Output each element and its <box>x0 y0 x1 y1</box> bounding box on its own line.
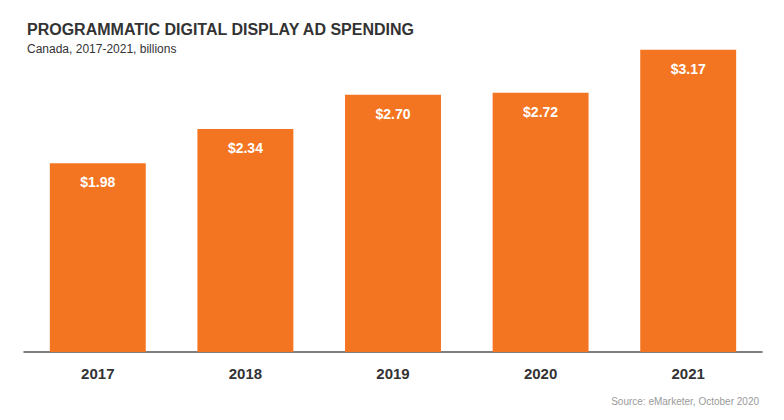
svg-text:Source: eMarketer, October 202: Source: eMarketer, October 2020 <box>611 396 759 407</box>
svg-text:2017: 2017 <box>81 365 114 382</box>
svg-text:Canada, 2017-2021, billions: Canada, 2017-2021, billions <box>27 42 176 56</box>
svg-text:$2.70: $2.70 <box>375 106 410 122</box>
svg-text:2018: 2018 <box>229 365 262 382</box>
svg-text:$2.72: $2.72 <box>523 104 558 120</box>
svg-text:2020: 2020 <box>524 365 557 382</box>
svg-text:$2.34: $2.34 <box>228 140 263 156</box>
svg-text:2019: 2019 <box>376 365 409 382</box>
svg-text:$3.17: $3.17 <box>671 61 706 77</box>
svg-text:PROGRAMMATIC DIGITAL DISPLAY A: PROGRAMMATIC DIGITAL DISPLAY AD SPENDING <box>27 21 414 38</box>
svg-text:$1.98: $1.98 <box>80 174 115 190</box>
svg-text:2021: 2021 <box>672 365 705 382</box>
